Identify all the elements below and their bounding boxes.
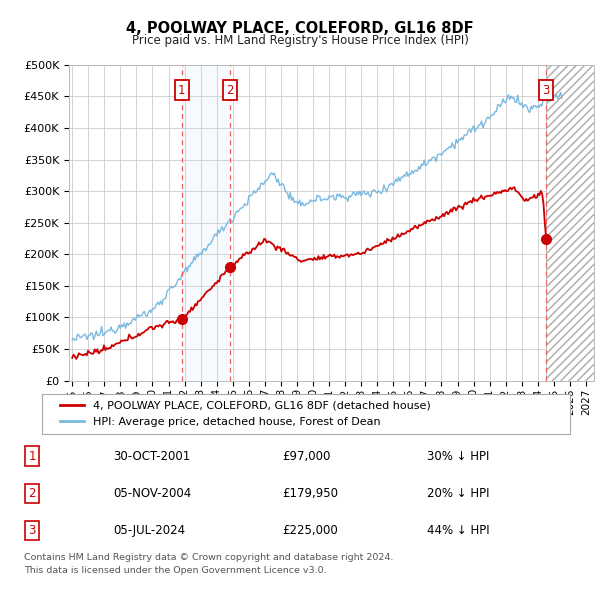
Text: £179,950: £179,950 [283,487,339,500]
Bar [182,65,230,381]
Text: 05-JUL-2024: 05-JUL-2024 [113,524,185,537]
Text: 1: 1 [178,84,185,97]
Legend: 4, POOLWAY PLACE, COLEFORD, GL16 8DF (detached house), HPI: Average price, detac: 4, POOLWAY PLACE, COLEFORD, GL16 8DF (de… [53,394,437,434]
Text: 2: 2 [28,487,36,500]
Text: 05-NOV-2004: 05-NOV-2004 [113,487,191,500]
Text: 4, POOLWAY PLACE, COLEFORD, GL16 8DF: 4, POOLWAY PLACE, COLEFORD, GL16 8DF [126,21,474,36]
Text: 30% ↓ HPI: 30% ↓ HPI [427,450,489,463]
Text: 2: 2 [227,84,234,97]
Bar [546,65,594,381]
Text: £225,000: £225,000 [283,524,338,537]
Text: Price paid vs. HM Land Registry's House Price Index (HPI): Price paid vs. HM Land Registry's House … [131,34,469,47]
Text: 1: 1 [28,450,36,463]
Text: Contains HM Land Registry data © Crown copyright and database right 2024.
This d: Contains HM Land Registry data © Crown c… [24,553,394,575]
Text: £97,000: £97,000 [283,450,331,463]
Text: 3: 3 [28,524,36,537]
Text: 3: 3 [542,84,550,97]
Text: 44% ↓ HPI: 44% ↓ HPI [427,524,490,537]
Text: 30-OCT-2001: 30-OCT-2001 [113,450,190,463]
Text: 20% ↓ HPI: 20% ↓ HPI [427,487,489,500]
